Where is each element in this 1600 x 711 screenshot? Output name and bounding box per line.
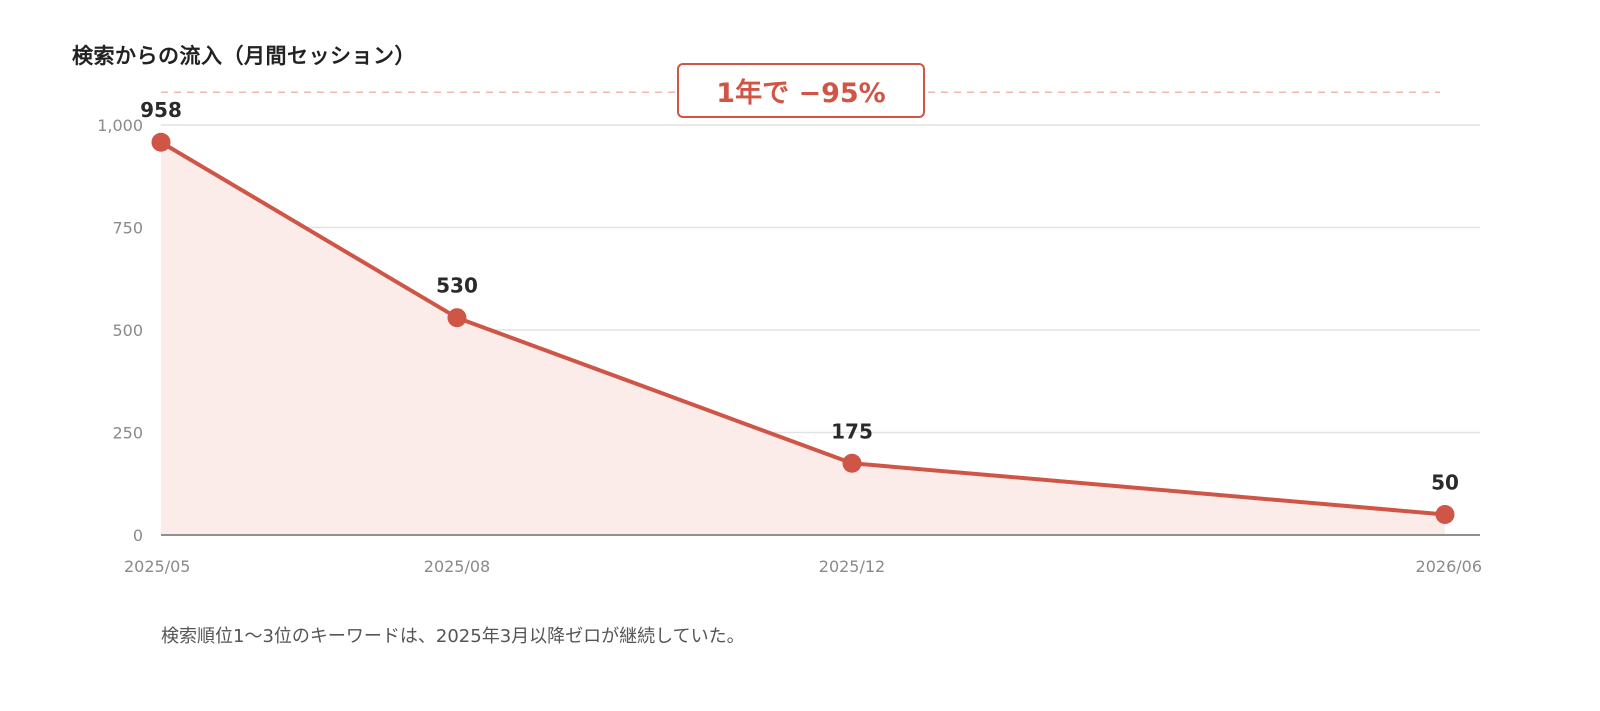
data-points — [151, 132, 1455, 524]
data-point — [447, 308, 467, 328]
y-tick-label: 0 — [133, 526, 143, 545]
change-annotation-badge: 1年で −95% — [677, 63, 925, 118]
y-tick-labels: 0 250 500 750 1,000 — [97, 116, 143, 545]
y-tick-label: 250 — [112, 424, 143, 443]
data-label: 530 — [436, 274, 478, 298]
x-tick-label: 2026/06 — [1416, 557, 1482, 576]
data-label: 958 — [140, 98, 182, 122]
chart-title: 検索からの流入（月間セッション） — [72, 44, 416, 68]
data-label: 50 — [1431, 471, 1459, 495]
data-label: 175 — [831, 419, 873, 443]
x-tick-label: 2025/05 — [124, 557, 190, 576]
series-line — [159, 140, 1447, 517]
data-point — [1435, 505, 1455, 524]
data-point — [842, 453, 862, 473]
area-fill — [161, 142, 1445, 535]
x-tick-labels: 2025/05 2025/08 2025/12 2026/06 — [124, 557, 1482, 576]
x-tick-label: 2025/12 — [819, 557, 885, 576]
y-tick-label: 500 — [112, 321, 143, 340]
footnote: 検索順位1〜3位のキーワードは、2025年3月以降ゼロが継続していた。 — [161, 626, 745, 647]
y-tick-label: 1,000 — [97, 116, 143, 135]
data-point — [151, 132, 171, 152]
area-fill-group — [161, 142, 1445, 535]
x-tick-label: 2025/08 — [424, 557, 490, 576]
y-tick-label: 750 — [112, 219, 143, 238]
data-labels: 958 530 175 50 — [140, 98, 1459, 494]
series-line-group — [159, 140, 1447, 517]
